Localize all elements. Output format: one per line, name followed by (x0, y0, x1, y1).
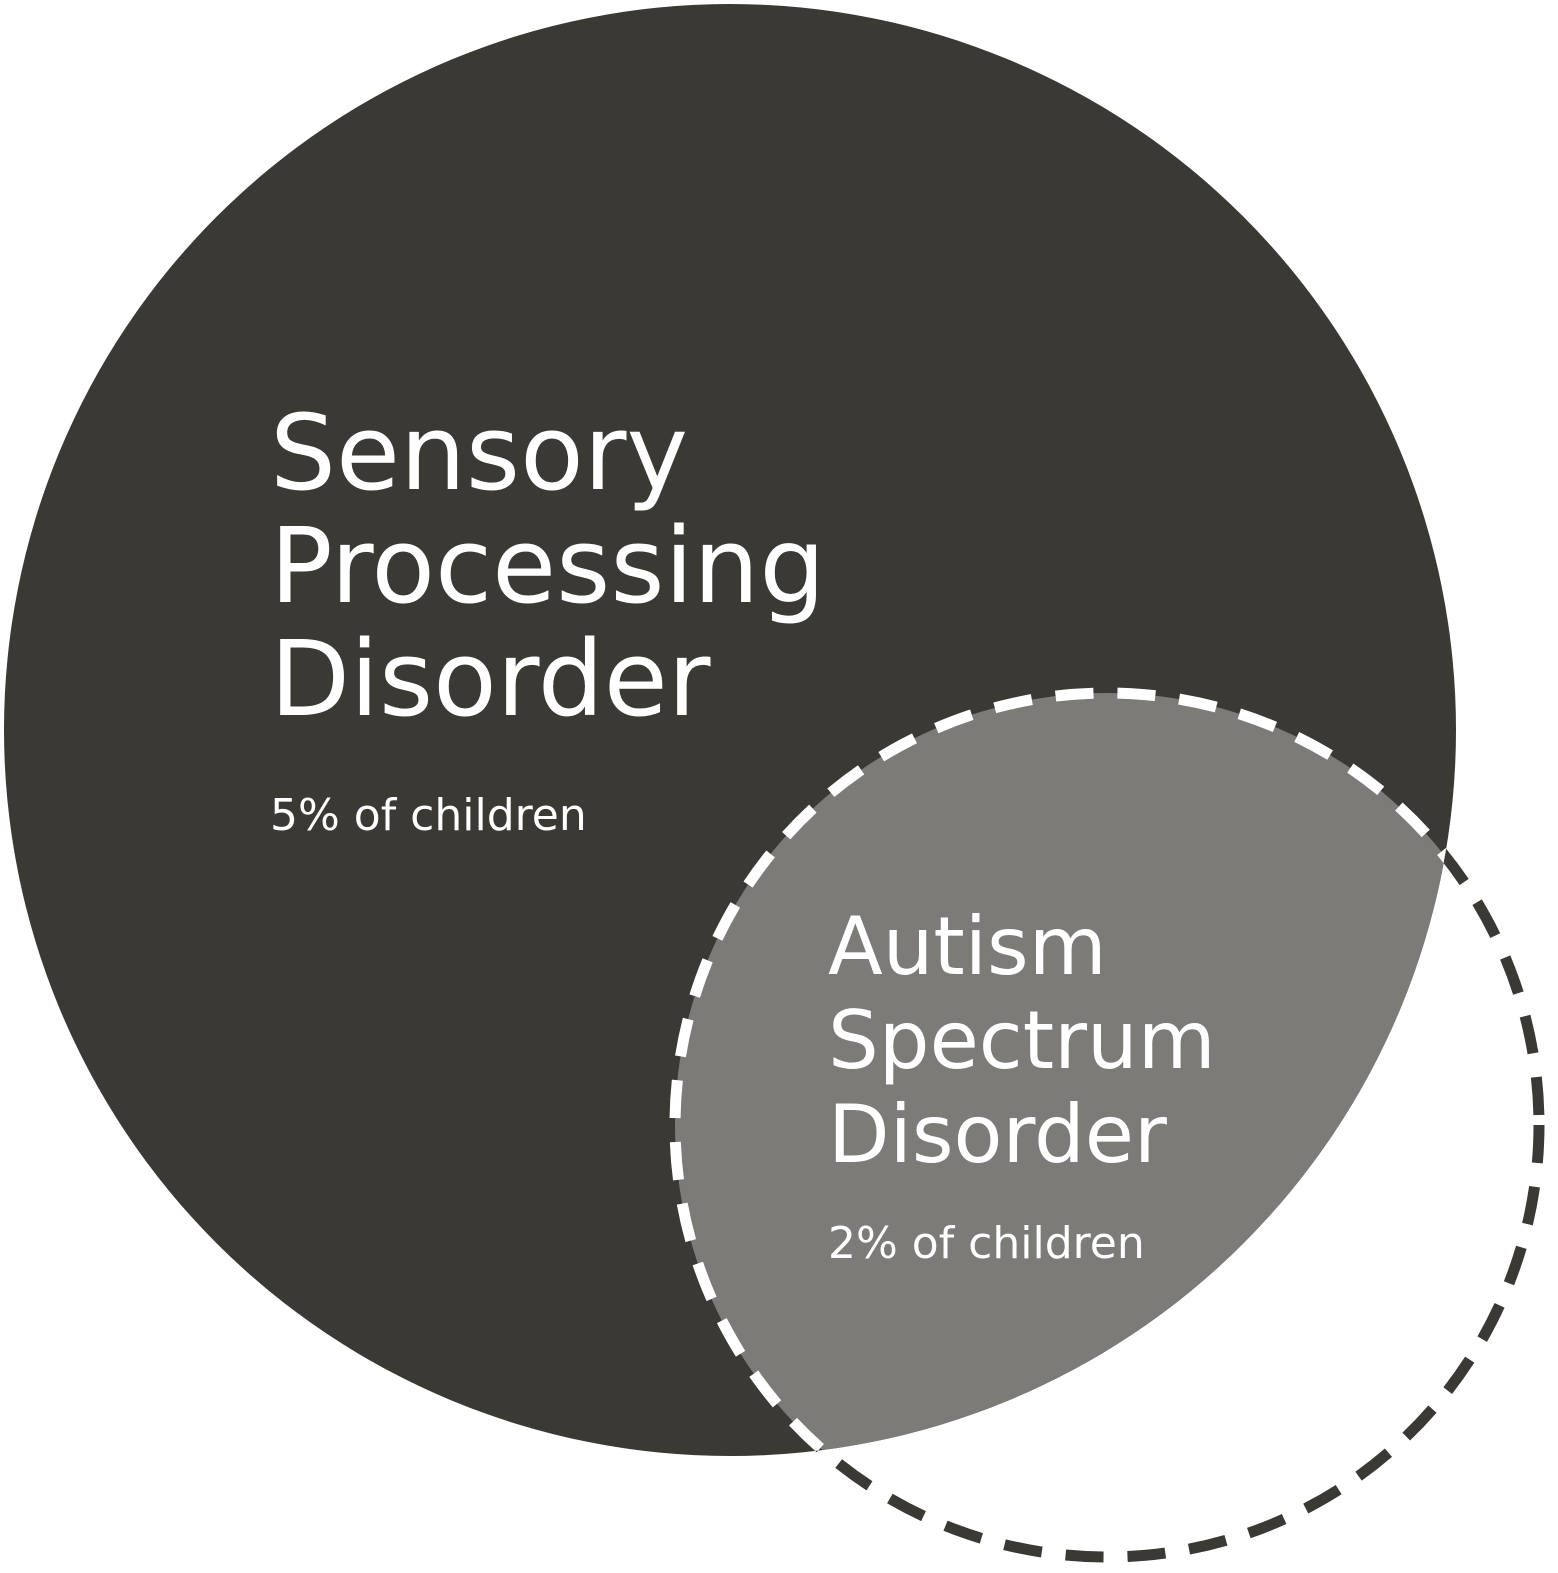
asd-title-line-2: Spectrum (828, 994, 1216, 1087)
asd-stat: 2% of children (828, 1218, 1145, 1269)
asd-outline-outside (669, 687, 1545, 1563)
spd-title-line-1: Sensory (270, 392, 688, 514)
asd-title-line-1: Autism (828, 900, 1107, 993)
asd-title-line-3: Disorder (828, 1088, 1167, 1181)
spd-title-line-2: Processing (270, 505, 825, 627)
spd-stat: 5% of children (270, 790, 587, 841)
spd-title-line-3: Disorder (270, 618, 711, 740)
